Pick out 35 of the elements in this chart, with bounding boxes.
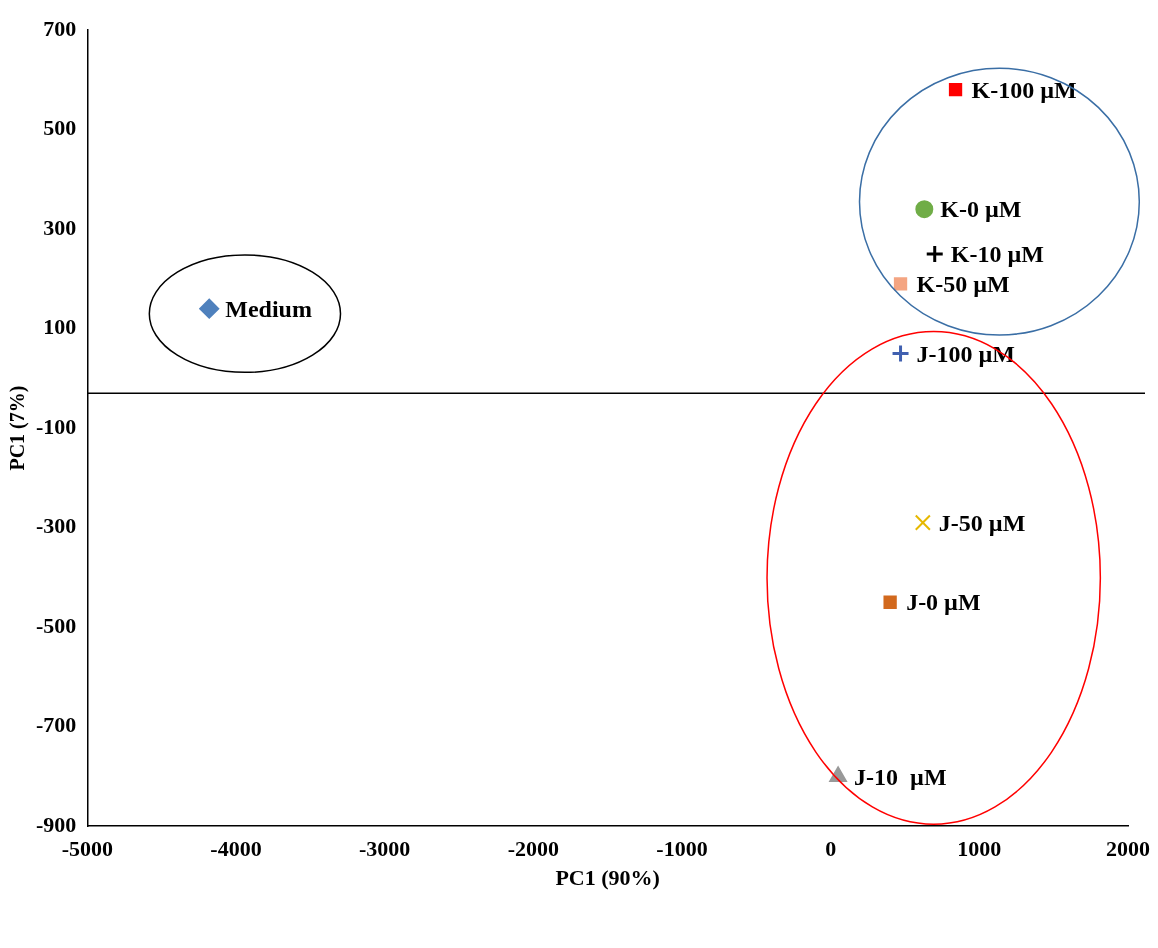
y-tick-label: 700 [43,15,77,41]
point [915,200,934,219]
y-axis-title: PC1 (7%) [6,385,30,471]
y-tick-label: -500 [36,612,77,638]
x-tick-label: 1000 [957,836,1002,862]
x-tick-label: 0 [825,836,837,862]
y-tick-label: -900 [36,811,77,837]
x-tick-label: -4000 [210,836,262,862]
point [883,595,897,609]
x-tick-label: -5000 [61,836,113,862]
x-tick-label: -2000 [507,836,559,862]
series-label: K-0 µM [940,196,1022,223]
series-label: K-50 µM [916,270,1010,297]
point [199,298,220,319]
x-axis-title: PC1 (90%) [555,865,660,891]
point [891,343,911,363]
y-tick-label: -300 [36,513,77,539]
y-tick-label: -700 [36,712,77,738]
x-tick-label: -1000 [656,836,708,862]
point [948,83,963,97]
series-label: J-0 µM [906,589,981,616]
y-tick-label: 500 [43,115,77,141]
series-label: K-10 µM [950,241,1044,268]
y-tick-label: 100 [43,314,77,340]
point [914,514,931,531]
y-tick-label: 300 [43,214,77,240]
x-tick-label: 2000 [1106,836,1150,862]
point [925,244,945,264]
y-tick-label: -100 [36,413,77,439]
series-label: J-10 µM [854,763,947,790]
x-tick-label: -3000 [359,836,411,862]
series-label: Medium [225,295,312,322]
series-label: K-100 µM [971,76,1077,103]
series-label: J-50 µM [938,509,1026,536]
point [893,277,908,291]
